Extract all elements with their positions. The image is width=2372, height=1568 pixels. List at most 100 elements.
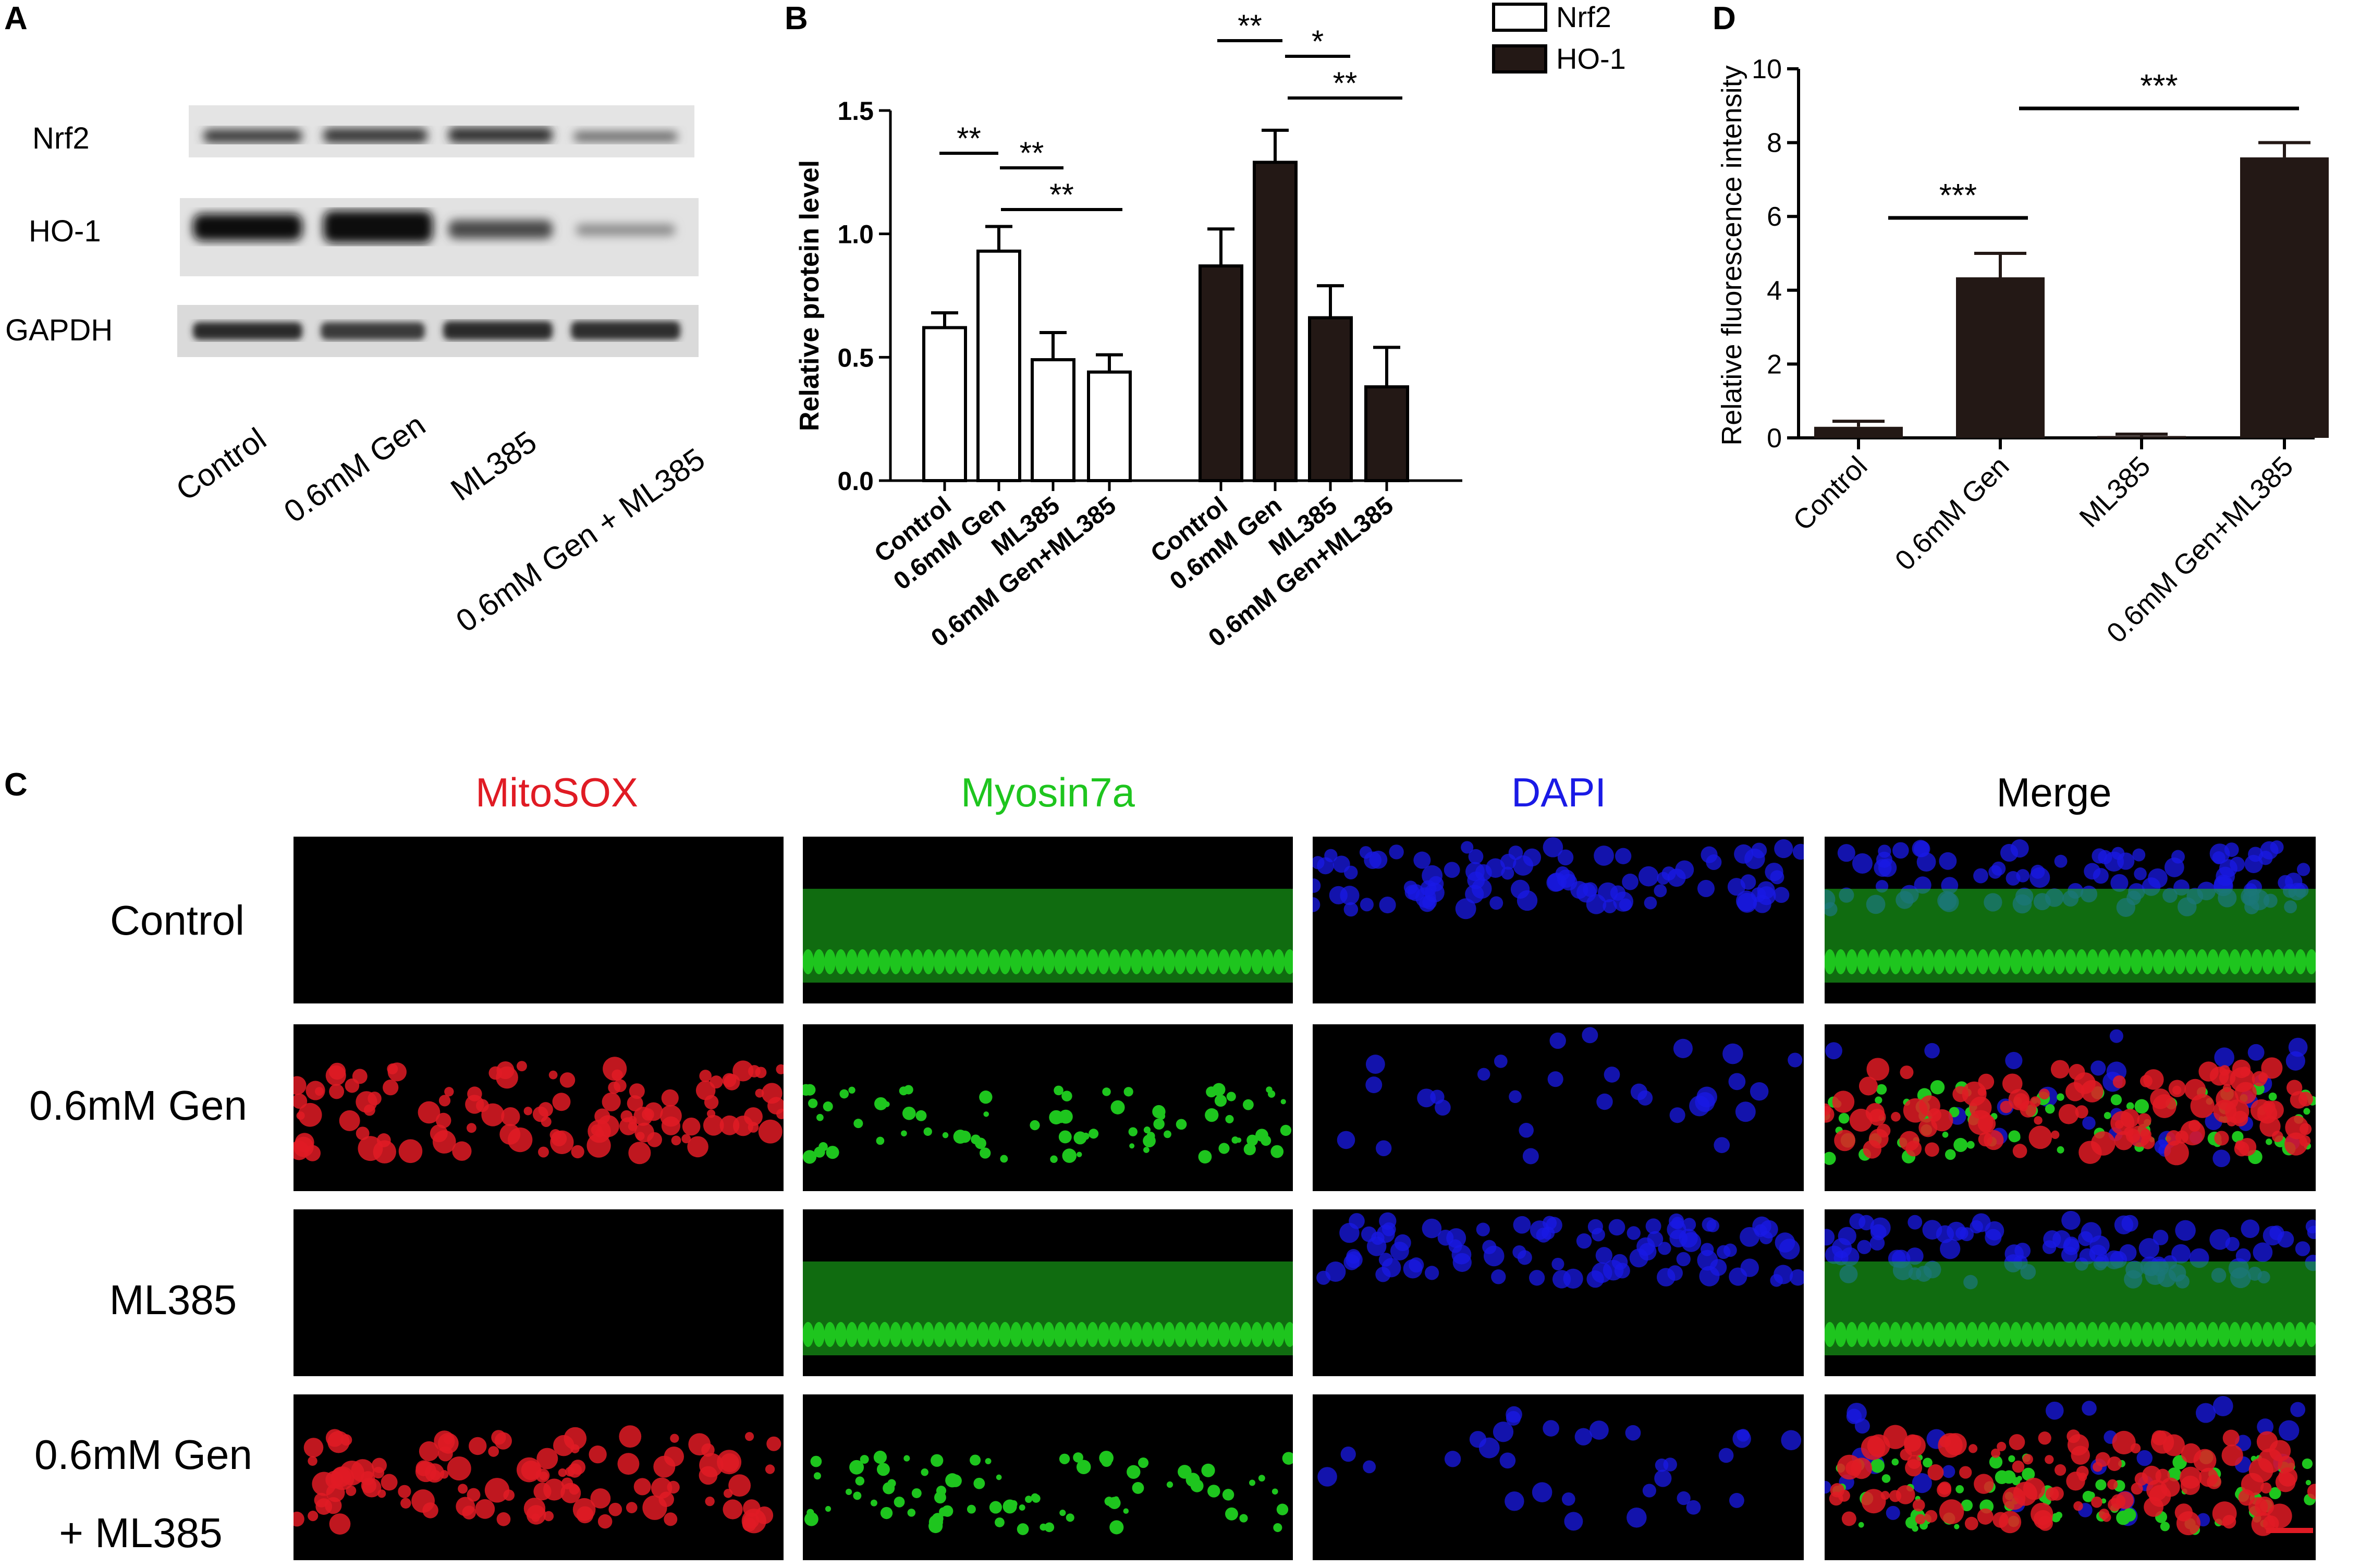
myosin-cell bbox=[2302, 1458, 2313, 1469]
myosin-cell bbox=[1262, 949, 1274, 974]
channel-title-dapi: DAPI bbox=[1511, 769, 1607, 815]
myosin-cell bbox=[1249, 1479, 1256, 1486]
dapi-nucleus bbox=[1468, 849, 1484, 864]
mitosox-signal bbox=[339, 1110, 360, 1131]
dapi-nucleus bbox=[1757, 886, 1776, 905]
mitosox-signal bbox=[383, 1079, 399, 1096]
myosin-cell bbox=[2043, 1322, 2055, 1347]
d-bar bbox=[1956, 277, 2045, 438]
myosin-cell bbox=[2153, 949, 2164, 974]
mitosox-signal bbox=[305, 1081, 325, 1100]
myosin-cell bbox=[1050, 1155, 1058, 1163]
myosin-cell bbox=[813, 1322, 825, 1347]
myosin-cell bbox=[2142, 1322, 2153, 1347]
dapi-nucleus bbox=[1523, 848, 1542, 867]
myosin-cell bbox=[874, 1097, 888, 1110]
myosin-cell bbox=[1891, 1458, 1899, 1466]
mitosox-signal bbox=[559, 1072, 576, 1088]
dapi-nucleus bbox=[2247, 1044, 2265, 1061]
mitosox-signal bbox=[308, 1456, 317, 1466]
dapi-nucleus bbox=[1924, 1043, 1940, 1059]
dapi-nucleus bbox=[1437, 1229, 1454, 1246]
myosin-cell bbox=[2185, 949, 2197, 974]
dapi-nucleus bbox=[1343, 865, 1358, 880]
myosin-cell bbox=[2057, 1093, 2064, 1101]
mitosox-signal bbox=[603, 1057, 627, 1081]
mitosox-signal bbox=[2164, 1140, 2189, 1166]
dapi-nucleus bbox=[1677, 1491, 1691, 1505]
dapi-nucleus bbox=[1317, 1467, 1337, 1487]
mitosox-signal bbox=[2290, 1091, 2308, 1109]
dapi-nucleus bbox=[2257, 1418, 2274, 1436]
myosin-cell bbox=[1270, 1145, 1284, 1158]
myosin-cell bbox=[901, 1130, 907, 1137]
myosin-cell bbox=[1949, 1107, 1960, 1118]
myosin-cell bbox=[825, 1505, 832, 1512]
myosin-cell bbox=[2098, 949, 2109, 974]
mitosox-signal bbox=[1918, 1118, 1938, 1137]
dapi-nucleus bbox=[1675, 860, 1694, 879]
myosin-cell bbox=[2196, 1322, 2208, 1347]
myosin-cell bbox=[876, 1136, 885, 1145]
myosin-cell bbox=[868, 949, 879, 974]
myosin-cell bbox=[1243, 1143, 1256, 1156]
myosin-cell bbox=[1945, 1322, 1956, 1347]
dapi-nucleus bbox=[1644, 896, 1657, 910]
myosin-cell bbox=[996, 1474, 1002, 1480]
mitosox-signal bbox=[452, 1141, 472, 1161]
myosin-cell bbox=[1875, 1460, 1882, 1467]
myosin-cell bbox=[1875, 1096, 1882, 1104]
myosin-cell bbox=[1166, 1481, 1173, 1488]
myosin-cell bbox=[803, 1150, 817, 1164]
mitosox-signal bbox=[2155, 1468, 2170, 1484]
myosin-cell bbox=[2065, 949, 2076, 974]
myosin-cell bbox=[2268, 1092, 2277, 1101]
myosin-cell bbox=[2104, 1112, 2111, 1119]
dapi-nucleus bbox=[2138, 1238, 2160, 1259]
mitosox-signal bbox=[2000, 1100, 2013, 1113]
dapi-nucleus bbox=[2253, 1242, 2273, 1263]
myosin-cell bbox=[1934, 1322, 1945, 1347]
myosin-cell bbox=[2054, 1322, 2065, 1347]
panel-a-letter: A bbox=[4, 1, 28, 36]
mitosox-signal bbox=[2074, 1072, 2096, 1094]
myosin-cell bbox=[995, 1517, 1005, 1527]
mitosox-signal bbox=[329, 1084, 345, 1099]
dapi-nucleus bbox=[1363, 1460, 1376, 1474]
dapi-nucleus bbox=[2285, 1051, 2305, 1071]
myosin-cell bbox=[971, 1134, 981, 1145]
dapi-nucleus bbox=[1908, 1215, 1923, 1230]
myosin-cell bbox=[2012, 1477, 2021, 1486]
myosin-cell bbox=[2120, 949, 2131, 974]
mitosox-signal bbox=[1959, 1466, 1972, 1479]
dapi-nucleus bbox=[1444, 1451, 1461, 1467]
myosin-cell bbox=[1196, 1322, 1208, 1347]
myosin-cell bbox=[1857, 1322, 1868, 1347]
myosin-cell bbox=[2008, 1455, 2015, 1463]
myosin-cell bbox=[1207, 1322, 1219, 1347]
dapi-nucleus bbox=[1699, 1266, 1720, 1287]
mitosox-signal bbox=[1925, 1142, 1939, 1157]
dapi-nucleus bbox=[1603, 899, 1617, 914]
myosin-cell bbox=[1835, 1322, 1847, 1347]
mitosox-signal bbox=[352, 1069, 368, 1084]
dapi-nucleus bbox=[1499, 1452, 1516, 1469]
mitosox-signal bbox=[2054, 1464, 2067, 1476]
mitosox-signal bbox=[2120, 1109, 2139, 1128]
dapi-nucleus bbox=[2082, 1116, 2096, 1130]
myosin-cell bbox=[1087, 949, 1098, 974]
dapi-nucleus bbox=[1942, 1465, 1955, 1478]
micrograph-combo-dapi bbox=[1313, 1394, 1804, 1560]
d-xtick-label: Control bbox=[1787, 450, 1874, 537]
dapi-nucleus bbox=[1637, 1090, 1653, 1106]
dapi-nucleus bbox=[1622, 873, 1639, 890]
myosin-cell bbox=[1835, 949, 1847, 974]
myosin-cell bbox=[848, 1086, 855, 1094]
dapi-nucleus bbox=[2296, 863, 2310, 876]
myosin-cell bbox=[1065, 949, 1077, 974]
mitosox-signal bbox=[572, 1498, 596, 1521]
myosin-cell bbox=[1222, 1489, 1234, 1501]
dapi-nucleus bbox=[1589, 1420, 1609, 1440]
mitosox-signal bbox=[2028, 1125, 2052, 1149]
mitosox-signal bbox=[660, 1105, 682, 1127]
